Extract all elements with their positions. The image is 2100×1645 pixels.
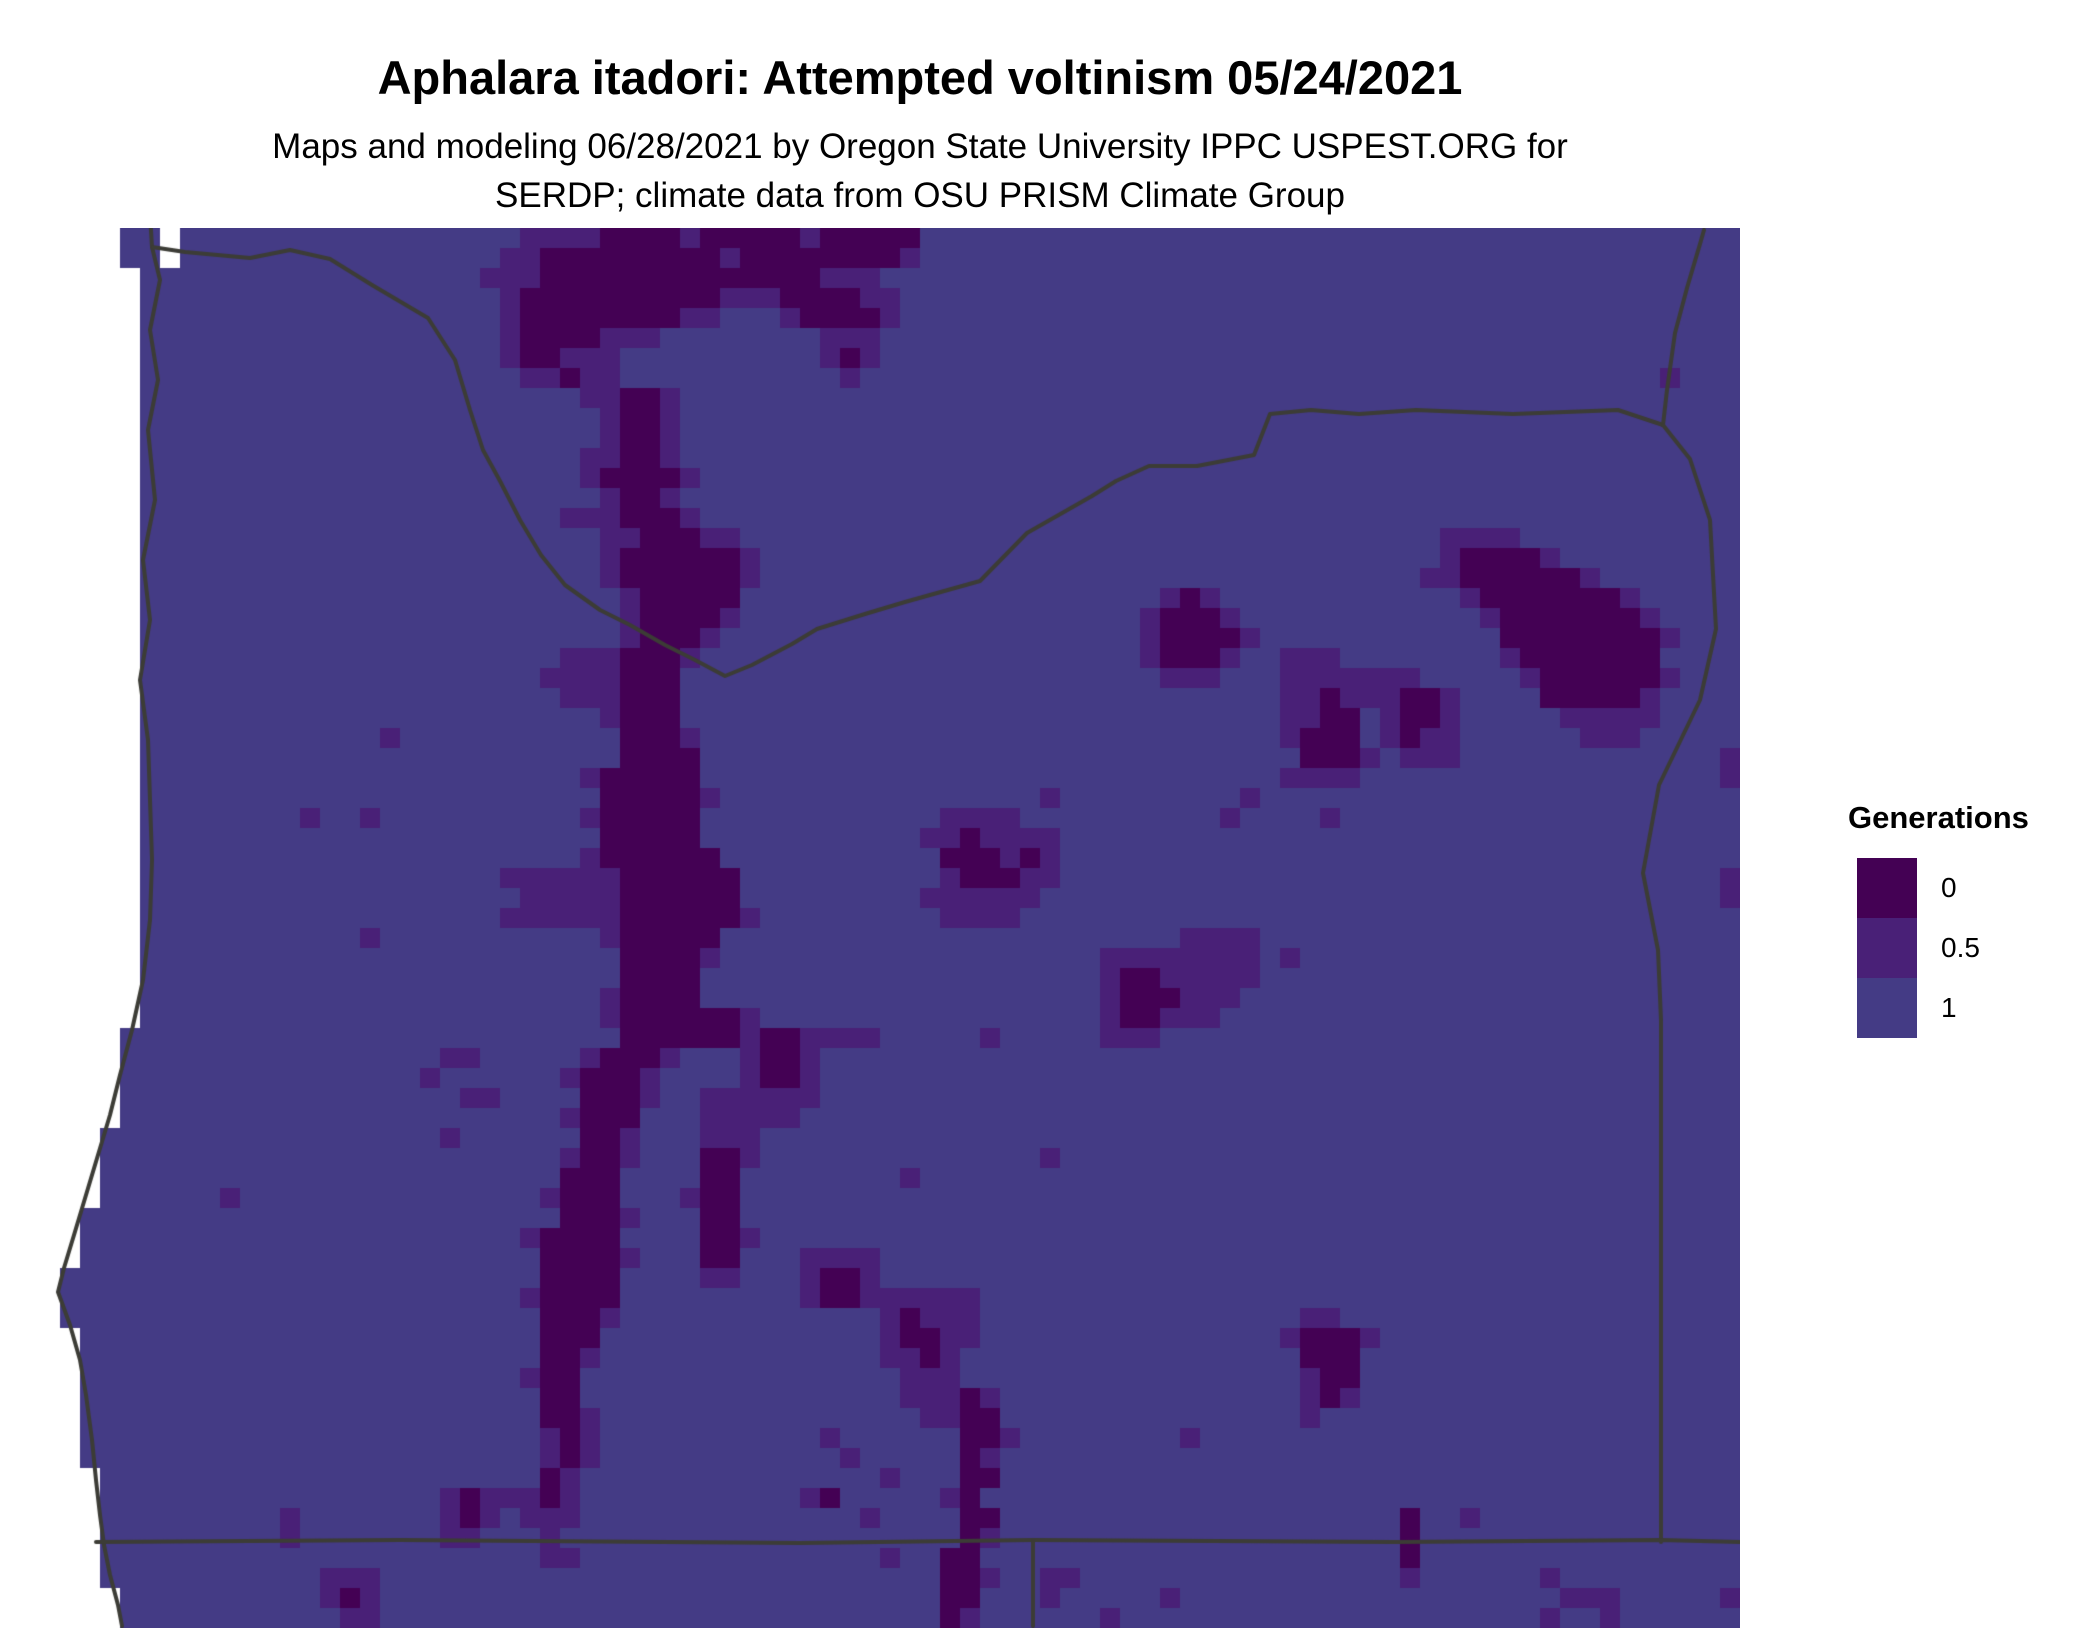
legend-row: 1	[1857, 978, 2029, 1038]
legend-label: 1	[1941, 992, 1957, 1023]
page-title: Aphalara itadori: Attempted voltinism 05…	[377, 51, 1463, 104]
chart-header: Aphalara itadori: Attempted voltinism 05…	[0, 0, 1840, 221]
legend-title: Generations	[1848, 800, 2029, 835]
legend-swatch-0p5	[1857, 918, 1917, 978]
legend-rows: 0 0.5 1	[1857, 858, 2029, 1038]
legend-label: 0.5	[1941, 932, 1980, 963]
subtitle-line-1: Maps and modeling 06/28/2021 by Oregon S…	[272, 126, 1568, 166]
page-subtitle: Maps and modeling 06/28/2021 by Oregon S…	[0, 122, 1840, 221]
subtitle-line-2: SERDP; climate data from OSU PRISM Clima…	[495, 176, 1345, 216]
legend: Generations 0 0.5 1	[1848, 800, 2029, 1038]
legend-swatch-1	[1857, 978, 1917, 1038]
oregon-voltinism-raster-map	[40, 228, 1740, 1628]
legend-row: 0	[1857, 858, 2029, 918]
legend-label: 0	[1941, 872, 1957, 903]
legend-row: 0.5	[1857, 918, 2029, 978]
legend-swatch-0	[1857, 858, 1917, 918]
